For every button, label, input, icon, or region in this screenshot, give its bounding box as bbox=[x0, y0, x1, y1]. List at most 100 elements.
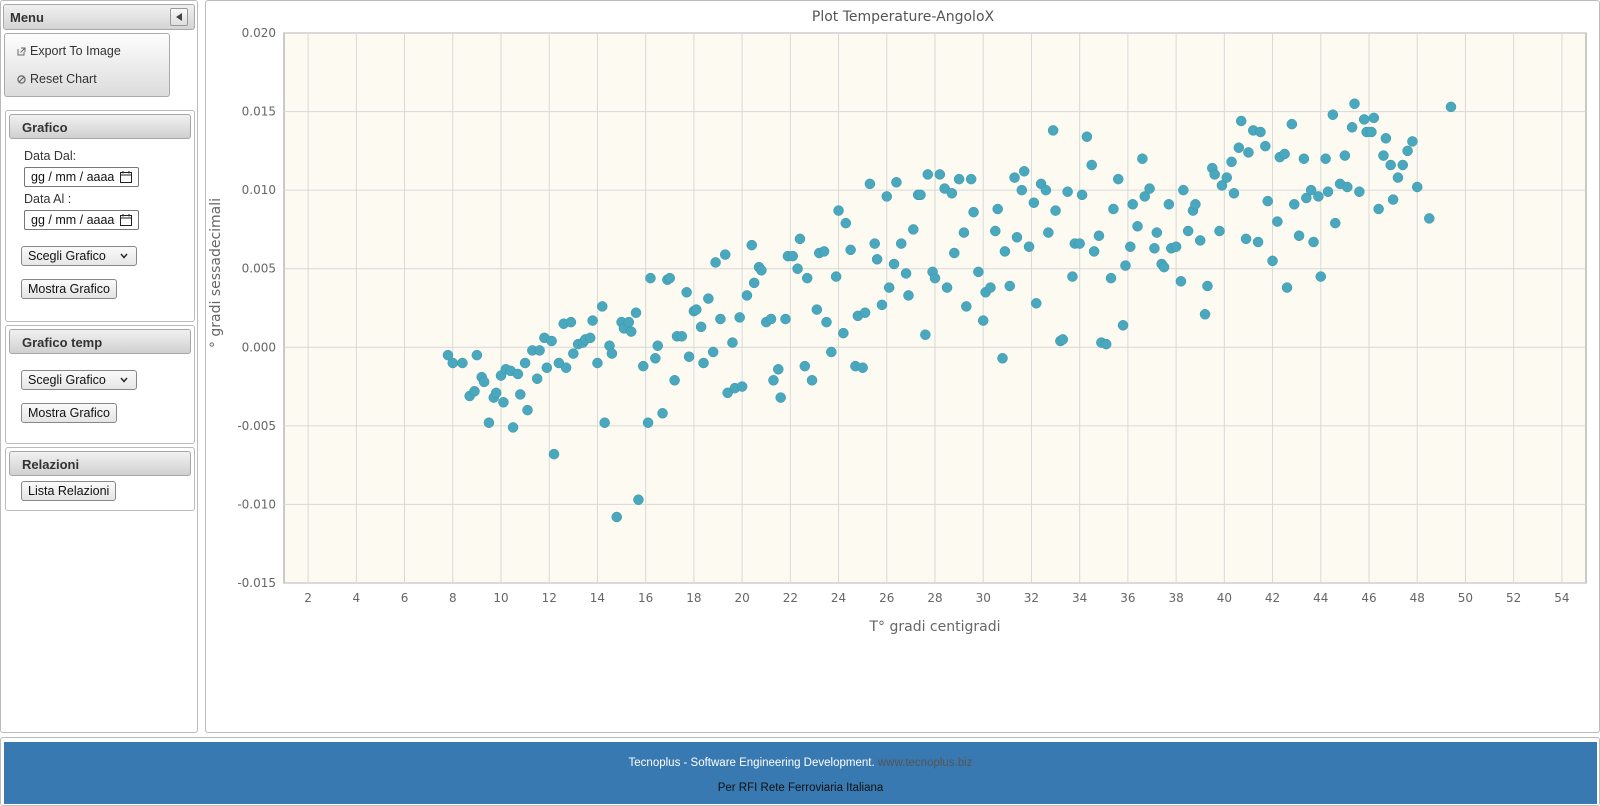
data-point[interactable] bbox=[734, 312, 745, 323]
data-point[interactable] bbox=[864, 178, 876, 190]
data-point[interactable] bbox=[833, 205, 844, 216]
data-point[interactable] bbox=[560, 362, 572, 373]
data-point[interactable] bbox=[1368, 112, 1380, 124]
data-point[interactable] bbox=[683, 351, 695, 362]
data-point[interactable] bbox=[1387, 194, 1399, 205]
data-point[interactable] bbox=[1286, 118, 1298, 130]
data-point[interactable] bbox=[664, 272, 676, 284]
data-point[interactable] bbox=[469, 386, 480, 397]
data-point[interactable] bbox=[650, 353, 661, 364]
data-point[interactable] bbox=[1093, 230, 1105, 241]
data-point[interactable] bbox=[1139, 191, 1151, 202]
data-point[interactable] bbox=[1158, 261, 1170, 273]
data-point[interactable] bbox=[1358, 114, 1370, 125]
data-point[interactable] bbox=[710, 257, 721, 268]
data-point[interactable] bbox=[1117, 320, 1129, 331]
data-point[interactable] bbox=[1127, 199, 1138, 210]
data-point[interactable] bbox=[1175, 276, 1187, 287]
data-point[interactable] bbox=[691, 304, 702, 315]
data-point[interactable] bbox=[1221, 172, 1232, 183]
data-point[interactable] bbox=[645, 272, 656, 284]
data-point[interactable] bbox=[973, 266, 984, 278]
data-point[interactable] bbox=[606, 348, 618, 359]
data-point[interactable] bbox=[859, 307, 871, 318]
data-point[interactable] bbox=[965, 173, 977, 185]
data-point[interactable] bbox=[1407, 136, 1418, 147]
data-point[interactable] bbox=[1081, 131, 1093, 142]
data-point[interactable] bbox=[746, 239, 758, 251]
data-point[interactable] bbox=[1272, 216, 1283, 227]
data-point[interactable] bbox=[1076, 189, 1088, 201]
data-point[interactable] bbox=[818, 246, 830, 257]
data-point[interactable] bbox=[1132, 221, 1143, 232]
data-point[interactable] bbox=[977, 315, 989, 326]
data-point[interactable] bbox=[1170, 241, 1182, 252]
data-point[interactable] bbox=[736, 381, 748, 392]
data-point[interactable] bbox=[1040, 184, 1052, 196]
data-point[interactable] bbox=[1043, 227, 1054, 238]
data-point[interactable] bbox=[534, 345, 545, 356]
data-point[interactable] bbox=[1004, 280, 1015, 292]
data-point[interactable] bbox=[1226, 156, 1237, 168]
data-point[interactable] bbox=[1235, 115, 1247, 127]
data-point[interactable] bbox=[1289, 199, 1300, 210]
data-point[interactable] bbox=[1023, 241, 1035, 252]
data-point[interactable] bbox=[840, 217, 852, 229]
data-point[interactable] bbox=[857, 362, 868, 373]
data-point[interactable] bbox=[1105, 272, 1117, 284]
data-point[interactable] bbox=[1057, 334, 1069, 345]
data-point[interactable] bbox=[1216, 180, 1228, 191]
data-point[interactable] bbox=[1315, 271, 1327, 282]
grafico-temp-select[interactable]: Scegli Grafico bbox=[21, 370, 137, 390]
data-point[interactable] bbox=[1016, 184, 1028, 196]
data-point[interactable] bbox=[1228, 188, 1240, 199]
data-point[interactable] bbox=[1305, 184, 1317, 196]
data-point[interactable] bbox=[1301, 192, 1312, 204]
data-point[interactable] bbox=[1397, 159, 1409, 171]
data-point[interactable] bbox=[876, 299, 888, 311]
data-point[interactable] bbox=[1240, 233, 1252, 245]
data-point[interactable] bbox=[1151, 227, 1163, 238]
data-point[interactable] bbox=[941, 282, 953, 293]
data-point[interactable] bbox=[1320, 153, 1331, 164]
date-from-input[interactable]: gg / mm / aaaa bbox=[24, 167, 139, 187]
data-point[interactable] bbox=[1411, 181, 1423, 193]
data-point[interactable] bbox=[903, 290, 914, 301]
data-point[interactable] bbox=[961, 301, 972, 312]
data-point[interactable] bbox=[741, 290, 753, 301]
data-point[interactable] bbox=[1100, 338, 1112, 350]
data-point[interactable] bbox=[768, 375, 779, 386]
data-point[interactable] bbox=[1074, 238, 1085, 249]
data-point[interactable] bbox=[1028, 197, 1040, 208]
data-point[interactable] bbox=[1262, 195, 1273, 207]
data-point[interactable] bbox=[727, 337, 738, 348]
data-point[interactable] bbox=[1252, 236, 1264, 248]
data-point[interactable] bbox=[1112, 173, 1124, 185]
data-point[interactable] bbox=[968, 206, 979, 218]
collapse-menu-button[interactable] bbox=[170, 8, 188, 26]
data-point[interactable] bbox=[1050, 205, 1061, 216]
data-point[interactable] bbox=[1202, 280, 1213, 292]
data-point[interactable] bbox=[1402, 145, 1413, 157]
export-to-image-item[interactable]: Export To Image bbox=[17, 42, 121, 60]
data-point[interactable] bbox=[478, 376, 490, 388]
data-point[interactable] bbox=[891, 177, 902, 188]
lista-relazioni-button[interactable]: Lista Relazioni bbox=[21, 481, 117, 501]
data-point[interactable] bbox=[565, 316, 577, 328]
data-point[interactable] bbox=[881, 191, 893, 202]
data-point[interactable] bbox=[522, 404, 533, 416]
data-point[interactable] bbox=[597, 301, 608, 312]
data-point[interactable] bbox=[548, 448, 560, 460]
data-point[interactable] bbox=[1281, 282, 1293, 293]
data-point[interactable] bbox=[900, 268, 912, 279]
data-point[interactable] bbox=[695, 321, 707, 333]
data-point[interactable] bbox=[1354, 186, 1365, 197]
data-point[interactable] bbox=[1031, 298, 1042, 309]
data-point[interactable] bbox=[958, 227, 970, 238]
data-point[interactable] bbox=[1120, 260, 1131, 271]
data-point[interactable] bbox=[787, 250, 798, 262]
data-point[interactable] bbox=[1108, 203, 1119, 215]
data-point[interactable] bbox=[703, 293, 714, 304]
data-point[interactable] bbox=[568, 348, 579, 359]
data-point[interactable] bbox=[1322, 186, 1334, 197]
